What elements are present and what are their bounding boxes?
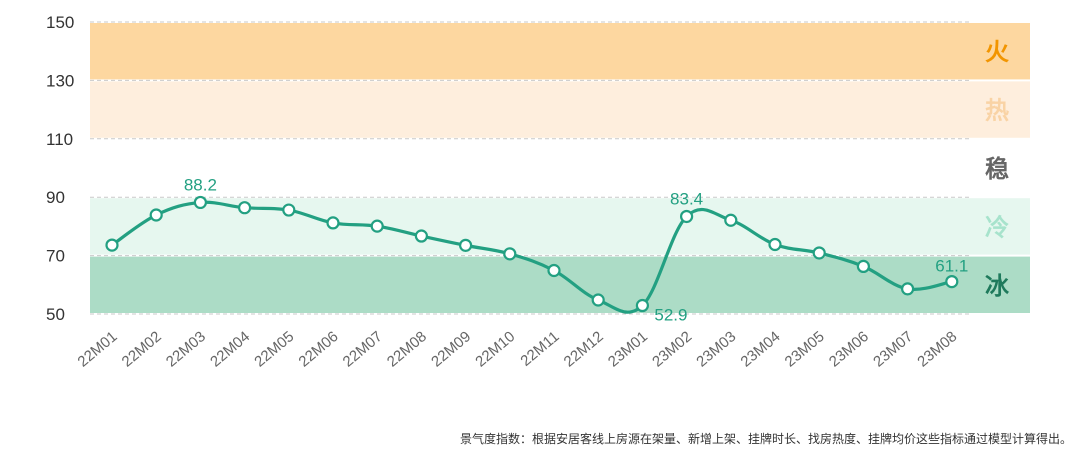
- y-tick-label: 110: [46, 130, 73, 149]
- x-tick-label: 22M02: [119, 328, 165, 371]
- x-tick-label: 23M08: [914, 328, 960, 371]
- zone-label: 热: [985, 97, 1009, 125]
- series-line: [111, 200, 953, 314]
- x-tick-label: 23M01: [605, 328, 651, 371]
- zone-label: 冷: [985, 213, 1009, 241]
- y-tick-label: 90: [46, 188, 65, 207]
- data-label: 83.4: [670, 189, 703, 208]
- y-tick-label: 70: [46, 247, 65, 266]
- x-tick-label: 22M03: [163, 328, 209, 371]
- x-tick-label: 22M06: [296, 328, 342, 371]
- data-point-23M01: [635, 298, 650, 313]
- zone-band-4: [90, 256, 1030, 313]
- x-tick-label: 22M01: [75, 328, 121, 371]
- y-tick-label: 150: [46, 13, 74, 32]
- data-point-22M07: [370, 219, 384, 233]
- data-label: 52.9: [654, 306, 687, 325]
- zone-band-1: [90, 81, 1030, 138]
- data-point-22M11: [547, 263, 561, 278]
- footnote: 景气度指数：根据安居客线上房源在架量、新增上架、挂牌时长、找房热度、挂牌均价这些…: [459, 432, 1072, 446]
- data-point-22M03: [193, 195, 207, 210]
- data-points: [105, 195, 959, 313]
- x-tick-label: 22M10: [472, 328, 518, 371]
- data-point-22M08: [414, 229, 428, 243]
- x-tick-label: 23M06: [826, 328, 872, 371]
- data-point-23M03: [724, 213, 738, 227]
- x-tick-label: 22M04: [207, 328, 253, 371]
- data-point-22M06: [326, 216, 340, 230]
- data-point-22M10: [503, 247, 517, 261]
- data-point-22M09: [459, 238, 473, 252]
- data-label: 61.1: [935, 257, 968, 276]
- y-axis-ticks: 50 70 90 110 130 150: [46, 13, 74, 324]
- x-tick-label: 23M07: [870, 328, 916, 371]
- x-tick-label: 22M08: [384, 328, 430, 371]
- x-tick-label: 22M12: [561, 328, 607, 371]
- y-tick-label: 50: [46, 305, 65, 324]
- x-tick-label: 22M05: [251, 328, 297, 371]
- y-tick-label: 130: [46, 71, 74, 90]
- series-path: [111, 200, 953, 314]
- zone-band-0: [90, 23, 1030, 80]
- x-tick-label: 22M07: [340, 328, 386, 371]
- x-tick-label: 23M02: [649, 328, 695, 371]
- x-axis-ticks: 22M0122M0222M0322M0422M0522M0622M0722M08…: [75, 328, 961, 371]
- zone-band-2: [90, 139, 1030, 197]
- x-tick-label: 23M03: [693, 328, 739, 371]
- data-point-23M05: [812, 246, 826, 260]
- data-point-22M04: [238, 201, 252, 215]
- data-point-23M07: [900, 282, 915, 296]
- data-point-23M08: [945, 274, 959, 289]
- data-label: 88.2: [184, 175, 217, 194]
- data-point-22M05: [282, 203, 296, 217]
- gridlines: [90, 21, 972, 315]
- data-point-23M04: [768, 237, 782, 252]
- x-tick-label: 23M04: [738, 328, 784, 371]
- zone-label: 火: [985, 38, 1009, 66]
- x-tick-label: 22M11: [517, 328, 562, 370]
- zone-label: 稳: [985, 155, 1009, 183]
- data-point-23M06: [856, 259, 871, 274]
- data-point-23M02: [679, 209, 694, 224]
- data-labels: 88.2 52.9 83.4 61.1: [184, 175, 968, 324]
- zone-label: 冰: [985, 272, 1010, 300]
- zone-bands: [90, 23, 1030, 313]
- x-tick-label: 22M09: [428, 328, 474, 371]
- data-point-22M01: [105, 238, 119, 252]
- data-point-22M12: [591, 293, 605, 307]
- x-tick-label: 23M05: [782, 328, 828, 371]
- data-point-22M02: [149, 208, 163, 222]
